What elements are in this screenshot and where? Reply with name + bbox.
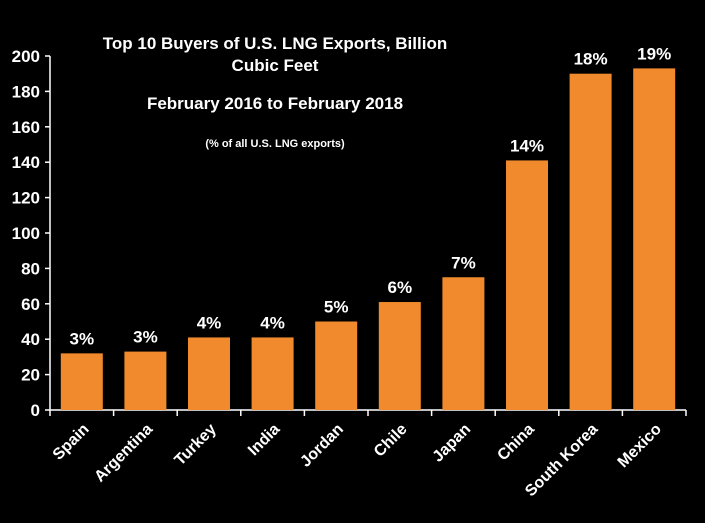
- y-tick-label: 80: [21, 259, 40, 278]
- data-label: 14%: [510, 136, 544, 155]
- data-label: 5%: [324, 298, 349, 317]
- bar-south-korea: [569, 73, 612, 410]
- data-label: 3%: [70, 329, 95, 348]
- bar-turkey: [188, 337, 230, 410]
- category-label: Mexico: [615, 421, 666, 472]
- category-label: India: [245, 421, 283, 459]
- y-tick-label: 160: [12, 118, 40, 137]
- chart-title: Top 10 Buyers of U.S. LNG Exports, Billi…: [40, 33, 510, 77]
- y-tick-label: 0: [31, 401, 40, 420]
- category-label: Argentina: [91, 421, 156, 486]
- y-tick-label: 20: [21, 366, 40, 385]
- data-label: 4%: [260, 313, 285, 332]
- y-tick-label: 180: [12, 82, 40, 101]
- bar-mexico: [633, 68, 676, 410]
- data-label: 18%: [574, 50, 608, 69]
- y-tick-label: 40: [21, 330, 40, 349]
- bar-japan: [442, 277, 485, 410]
- data-label: 6%: [388, 278, 413, 297]
- chart-title-line-2: Cubic Feet: [231, 56, 319, 75]
- chart-subtitle: February 2016 to February 2018: [146, 94, 404, 113]
- category-label: Jordan: [297, 421, 347, 471]
- bar-china: [506, 160, 548, 410]
- data-label: 19%: [637, 44, 671, 63]
- category-label: Turkey: [172, 421, 220, 469]
- data-label: 7%: [451, 253, 476, 272]
- bar-jordan: [315, 321, 358, 410]
- data-label: 3%: [133, 328, 158, 347]
- bar-chile: [378, 302, 421, 410]
- category-label: Spain: [50, 421, 93, 464]
- bar-india: [251, 337, 294, 410]
- y-tick-label: 140: [12, 153, 40, 172]
- y-tick-label: 60: [21, 295, 40, 314]
- category-label: China: [494, 421, 538, 465]
- y-tick-label: 200: [12, 47, 40, 66]
- category-label: Japan: [430, 421, 475, 466]
- y-tick-label: 100: [12, 224, 40, 243]
- y-tick-label: 120: [12, 189, 40, 208]
- data-label: 4%: [197, 313, 222, 332]
- chart-title-line-1: Top 10 Buyers of U.S. LNG Exports, Billi…: [102, 34, 448, 53]
- chart-note: (% of all U.S. LNG exports): [205, 138, 345, 150]
- bar-spain: [60, 353, 103, 410]
- bar-argentina: [124, 351, 167, 410]
- category-label: Chile: [371, 421, 411, 461]
